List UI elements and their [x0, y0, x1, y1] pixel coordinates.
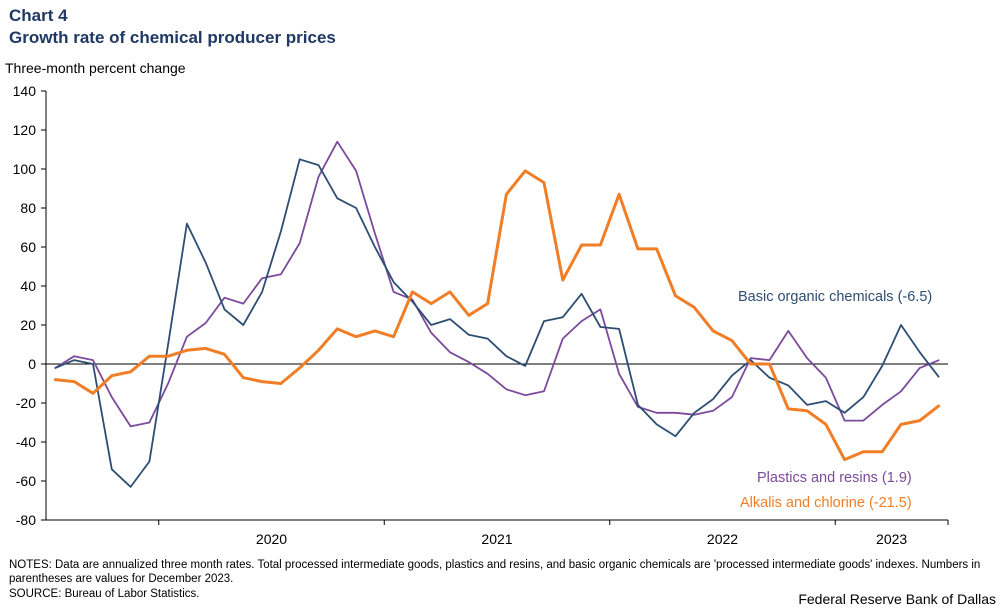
y-tick-label: 100	[13, 161, 37, 177]
chart-source: SOURCE: Bureau of Labor Statistics.	[9, 588, 200, 600]
chart-title: Growth rate of chemical producer prices	[9, 28, 336, 47]
y-tick-label: 140	[13, 83, 37, 99]
x-tick-label: 2020	[256, 531, 287, 547]
chart-label: Chart 4	[9, 6, 68, 25]
y-tick-label: 20	[20, 317, 36, 333]
series-line-alkalis	[53, 169, 941, 462]
chart-credit: Federal Reserve Bank of Dallas	[798, 591, 996, 607]
y-tick-label: 0	[28, 356, 36, 372]
y-tick-label: -40	[16, 434, 36, 450]
x-tick-label: 2023	[876, 531, 907, 547]
series-line-plastics	[54, 140, 940, 428]
y-tick-label: -60	[16, 473, 36, 489]
y-tick-label: -20	[16, 395, 36, 411]
y-tick-label: 120	[13, 122, 37, 138]
series-label-alkalis: Alkalis and chlorine (-21.5)	[740, 495, 912, 511]
y-tick-label: 40	[20, 278, 36, 294]
line-chart: 140 120 100 80 60 40 20 0 -20 -40 -60 -80 2020 2021 20…	[13, 83, 949, 547]
y-axis-unit-label: Three-month percent change	[5, 60, 186, 76]
series-label-basic-organic: Basic organic chemicals (-6.5)	[738, 289, 932, 305]
x-tick-label: 2022	[707, 531, 738, 547]
chart-notes: NOTES: Data are annualized three month r…	[9, 559, 981, 585]
y-tick-label: -80	[16, 512, 36, 528]
y-tick-label: 60	[20, 239, 36, 255]
x-tick-label: 2021	[481, 531, 512, 547]
series-label-plastics: Plastics and resins (1.9)	[757, 470, 912, 486]
series-line-basic-organic	[54, 158, 940, 488]
y-tick-label: 80	[20, 200, 36, 216]
